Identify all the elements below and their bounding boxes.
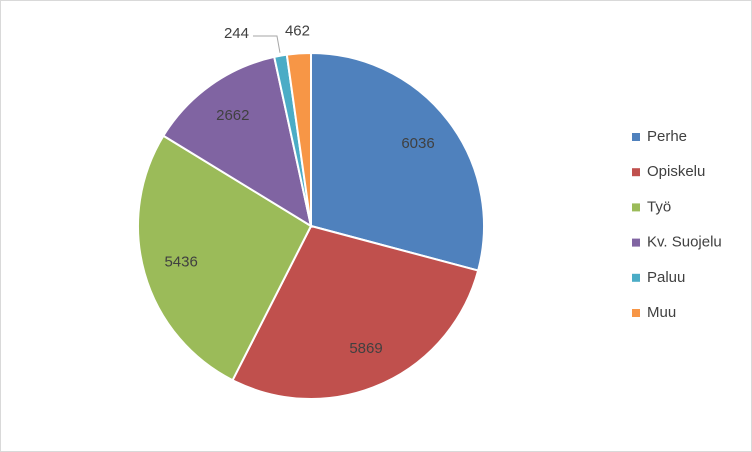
legend-swatch	[632, 273, 640, 282]
data-label: 462	[285, 22, 310, 39]
legend-label: Kv. Suojelu	[647, 234, 722, 251]
legend-swatch	[632, 238, 640, 247]
data-label: 244	[224, 25, 249, 42]
pie-slice	[310, 51, 485, 272]
pie-slice	[285, 51, 312, 227]
legend-label: Paluu	[647, 269, 685, 286]
legend-swatch	[632, 168, 640, 177]
data-label: 5869	[349, 340, 382, 357]
legend-swatch	[632, 309, 640, 317]
legend-label: Muu	[647, 304, 676, 321]
data-label: 5436	[164, 254, 197, 271]
pie-slice	[231, 224, 480, 400]
legend-swatch	[632, 133, 640, 141]
legend-label: Perhe	[647, 128, 687, 145]
pie-slice	[137, 134, 313, 382]
pie-slice	[162, 55, 313, 229]
legend-label: Opiskelu	[647, 163, 705, 180]
data-label: 2662	[216, 107, 249, 124]
legend-label: Työ	[647, 198, 671, 215]
leader-line	[252, 35, 281, 53]
data-label: 6036	[401, 135, 434, 152]
legend-swatch	[632, 203, 640, 212]
